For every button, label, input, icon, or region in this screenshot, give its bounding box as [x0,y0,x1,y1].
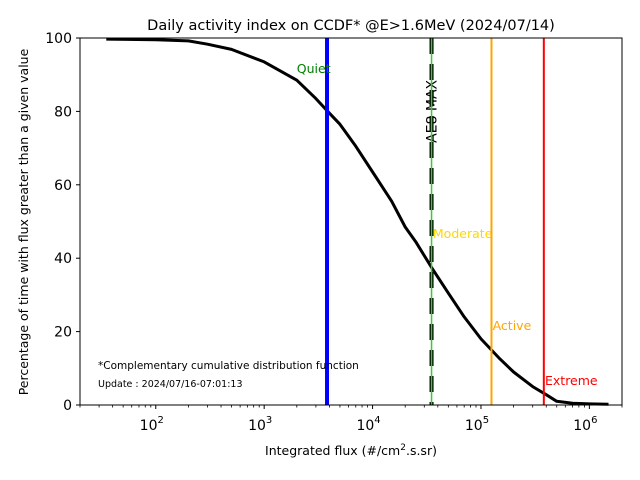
y-tick-label: 0 [63,398,72,414]
threshold-label-quiet: Quiet [297,61,331,76]
threshold-label-moderate: Moderate [433,226,493,241]
y-tick-label: 60 [54,178,72,194]
x-tick-label: 103 [248,415,272,434]
y-tick-label: 80 [54,104,72,120]
threshold-label-active: Active [493,318,532,333]
footnote-update: Update : 2024/07/16-07:01:13 [98,379,243,390]
y-tick-label: 100 [45,31,72,47]
x-tick-label: 104 [356,415,380,434]
y-tick-label: 20 [54,325,72,341]
y-axis-label: Percentage of time with flux greater tha… [16,48,31,395]
x-axis-label-tail: .s.sr) [406,443,437,458]
chart-title: Daily activity index on CCDF* @E>1.6MeV … [147,18,555,34]
x-tick-label: 106 [573,415,597,434]
x-axis-label: Integrated flux (#/cm2.s.sr) [265,443,437,458]
y-tick-label: 40 [54,251,72,267]
threshold-label-extreme: Extreme [545,373,598,388]
x-axis-label-main: Integrated flux (#/cm [265,443,400,458]
footnote-ccdf: *Complementary cumulative distribution f… [98,360,359,372]
threshold-label-ae8-max: AE8 MAX [425,79,441,142]
x-axis-label-superscript: 2 [400,443,406,453]
x-tick-label: 105 [465,415,489,434]
ccdf-curve-series-0 [106,37,609,406]
plot-area-frame [79,37,623,406]
x-tick-label: 102 [140,415,164,434]
